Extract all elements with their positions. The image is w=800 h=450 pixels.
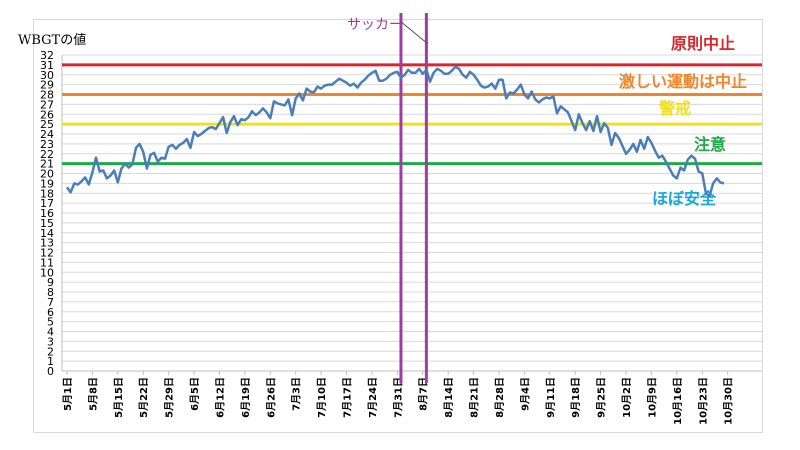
x-tick-label: 10月23日 (697, 377, 709, 425)
x-tick-label: 5月15日 (113, 377, 125, 418)
y-axis-label: WBGTの値 (18, 33, 87, 48)
x-tick-label: 5月1日 (62, 377, 74, 411)
x-tick-label: 7月24日 (367, 377, 379, 418)
x-tick-label: 6月19日 (240, 377, 252, 418)
threshold-label: 注意 (694, 135, 726, 154)
y-tick-label: 17 (40, 197, 54, 210)
y-tick-label: 8 (47, 286, 54, 299)
x-tick-label: 7月31日 (392, 377, 404, 418)
x-tick-label: 10月16日 (672, 377, 684, 425)
x-tick-label: 8月7日 (418, 377, 430, 411)
x-tick-label: 8月28日 (494, 377, 506, 418)
threshold-label: 激しい運動は中止 (619, 72, 747, 91)
x-tick-label: 5月22日 (138, 377, 150, 418)
y-tick-label: 14 (40, 227, 54, 240)
y-tick-label: 24 (40, 128, 54, 141)
x-tick-label: 8月14日 (443, 377, 455, 418)
x-tick-label: 9月4日 (519, 377, 531, 411)
x-tick-label: 9月18日 (570, 377, 582, 418)
chart-frame (33, 19, 763, 433)
y-tick-label: 23 (40, 138, 54, 151)
period-leader-line (399, 20, 429, 45)
y-tick-label: 21 (40, 158, 54, 171)
y-tick-label: 2 (47, 345, 54, 358)
y-tick-label: 28 (40, 89, 54, 102)
y-tick-label: 13 (40, 237, 54, 250)
x-tick-label: 7月17日 (342, 377, 354, 418)
y-tick-label: 30 (40, 69, 54, 82)
y-tick-label: 5 (47, 316, 54, 329)
y-tick-label: 15 (40, 217, 54, 230)
y-tick-label: 3 (47, 335, 54, 348)
y-tick-label: 9 (47, 276, 54, 289)
x-tick-label: 6月12日 (214, 377, 226, 418)
y-tick-label: 29 (40, 79, 54, 92)
y-tick-label: 19 (40, 177, 54, 190)
x-tick-label: 6月26日 (265, 377, 277, 418)
x-tick-label: 6月5日 (189, 377, 201, 411)
y-tick-label: 18 (40, 187, 54, 200)
y-tick-label: 22 (40, 148, 54, 161)
y-tick-label: 6 (47, 306, 54, 319)
y-tick-label: 4 (47, 326, 54, 339)
y-tick-label: 0 (47, 365, 54, 378)
y-tick-label: 31 (40, 59, 54, 72)
x-tick-label: 10月2日 (621, 377, 633, 418)
y-tick-label: 10 (40, 266, 54, 279)
x-tick-label: 7月10日 (316, 377, 328, 418)
y-tick-label: 7 (47, 296, 54, 309)
x-tick-label: 10月9日 (646, 377, 658, 418)
y-tick-label: 16 (40, 207, 54, 220)
y-tick-label: 26 (40, 108, 54, 121)
x-tick-label: 7月3日 (291, 377, 303, 411)
x-tick-label: 9月25日 (596, 377, 608, 418)
y-tick-label: 12 (40, 247, 54, 260)
y-tick-label: 20 (40, 168, 54, 181)
threshold-label: 原則中止 (671, 34, 735, 53)
x-tick-label: 10月30日 (723, 377, 735, 425)
x-tick-label: 5月29日 (164, 377, 176, 418)
x-tick-label: 5月8日 (87, 377, 99, 411)
x-tick-label: 9月11日 (545, 377, 557, 418)
y-tick-label: 27 (40, 98, 54, 111)
y-tick-label: 32 (40, 49, 54, 62)
y-tick-label: 1 (47, 355, 54, 368)
period-label: サッカー (347, 17, 403, 33)
wbgt-series-line (65, 65, 725, 198)
threshold-label: ほぼ安全 (652, 189, 717, 208)
threshold-label: 警戒 (658, 99, 691, 118)
y-tick-label: 11 (40, 256, 54, 269)
x-tick-label: 8月21日 (469, 377, 481, 418)
y-tick-label: 25 (40, 118, 54, 131)
